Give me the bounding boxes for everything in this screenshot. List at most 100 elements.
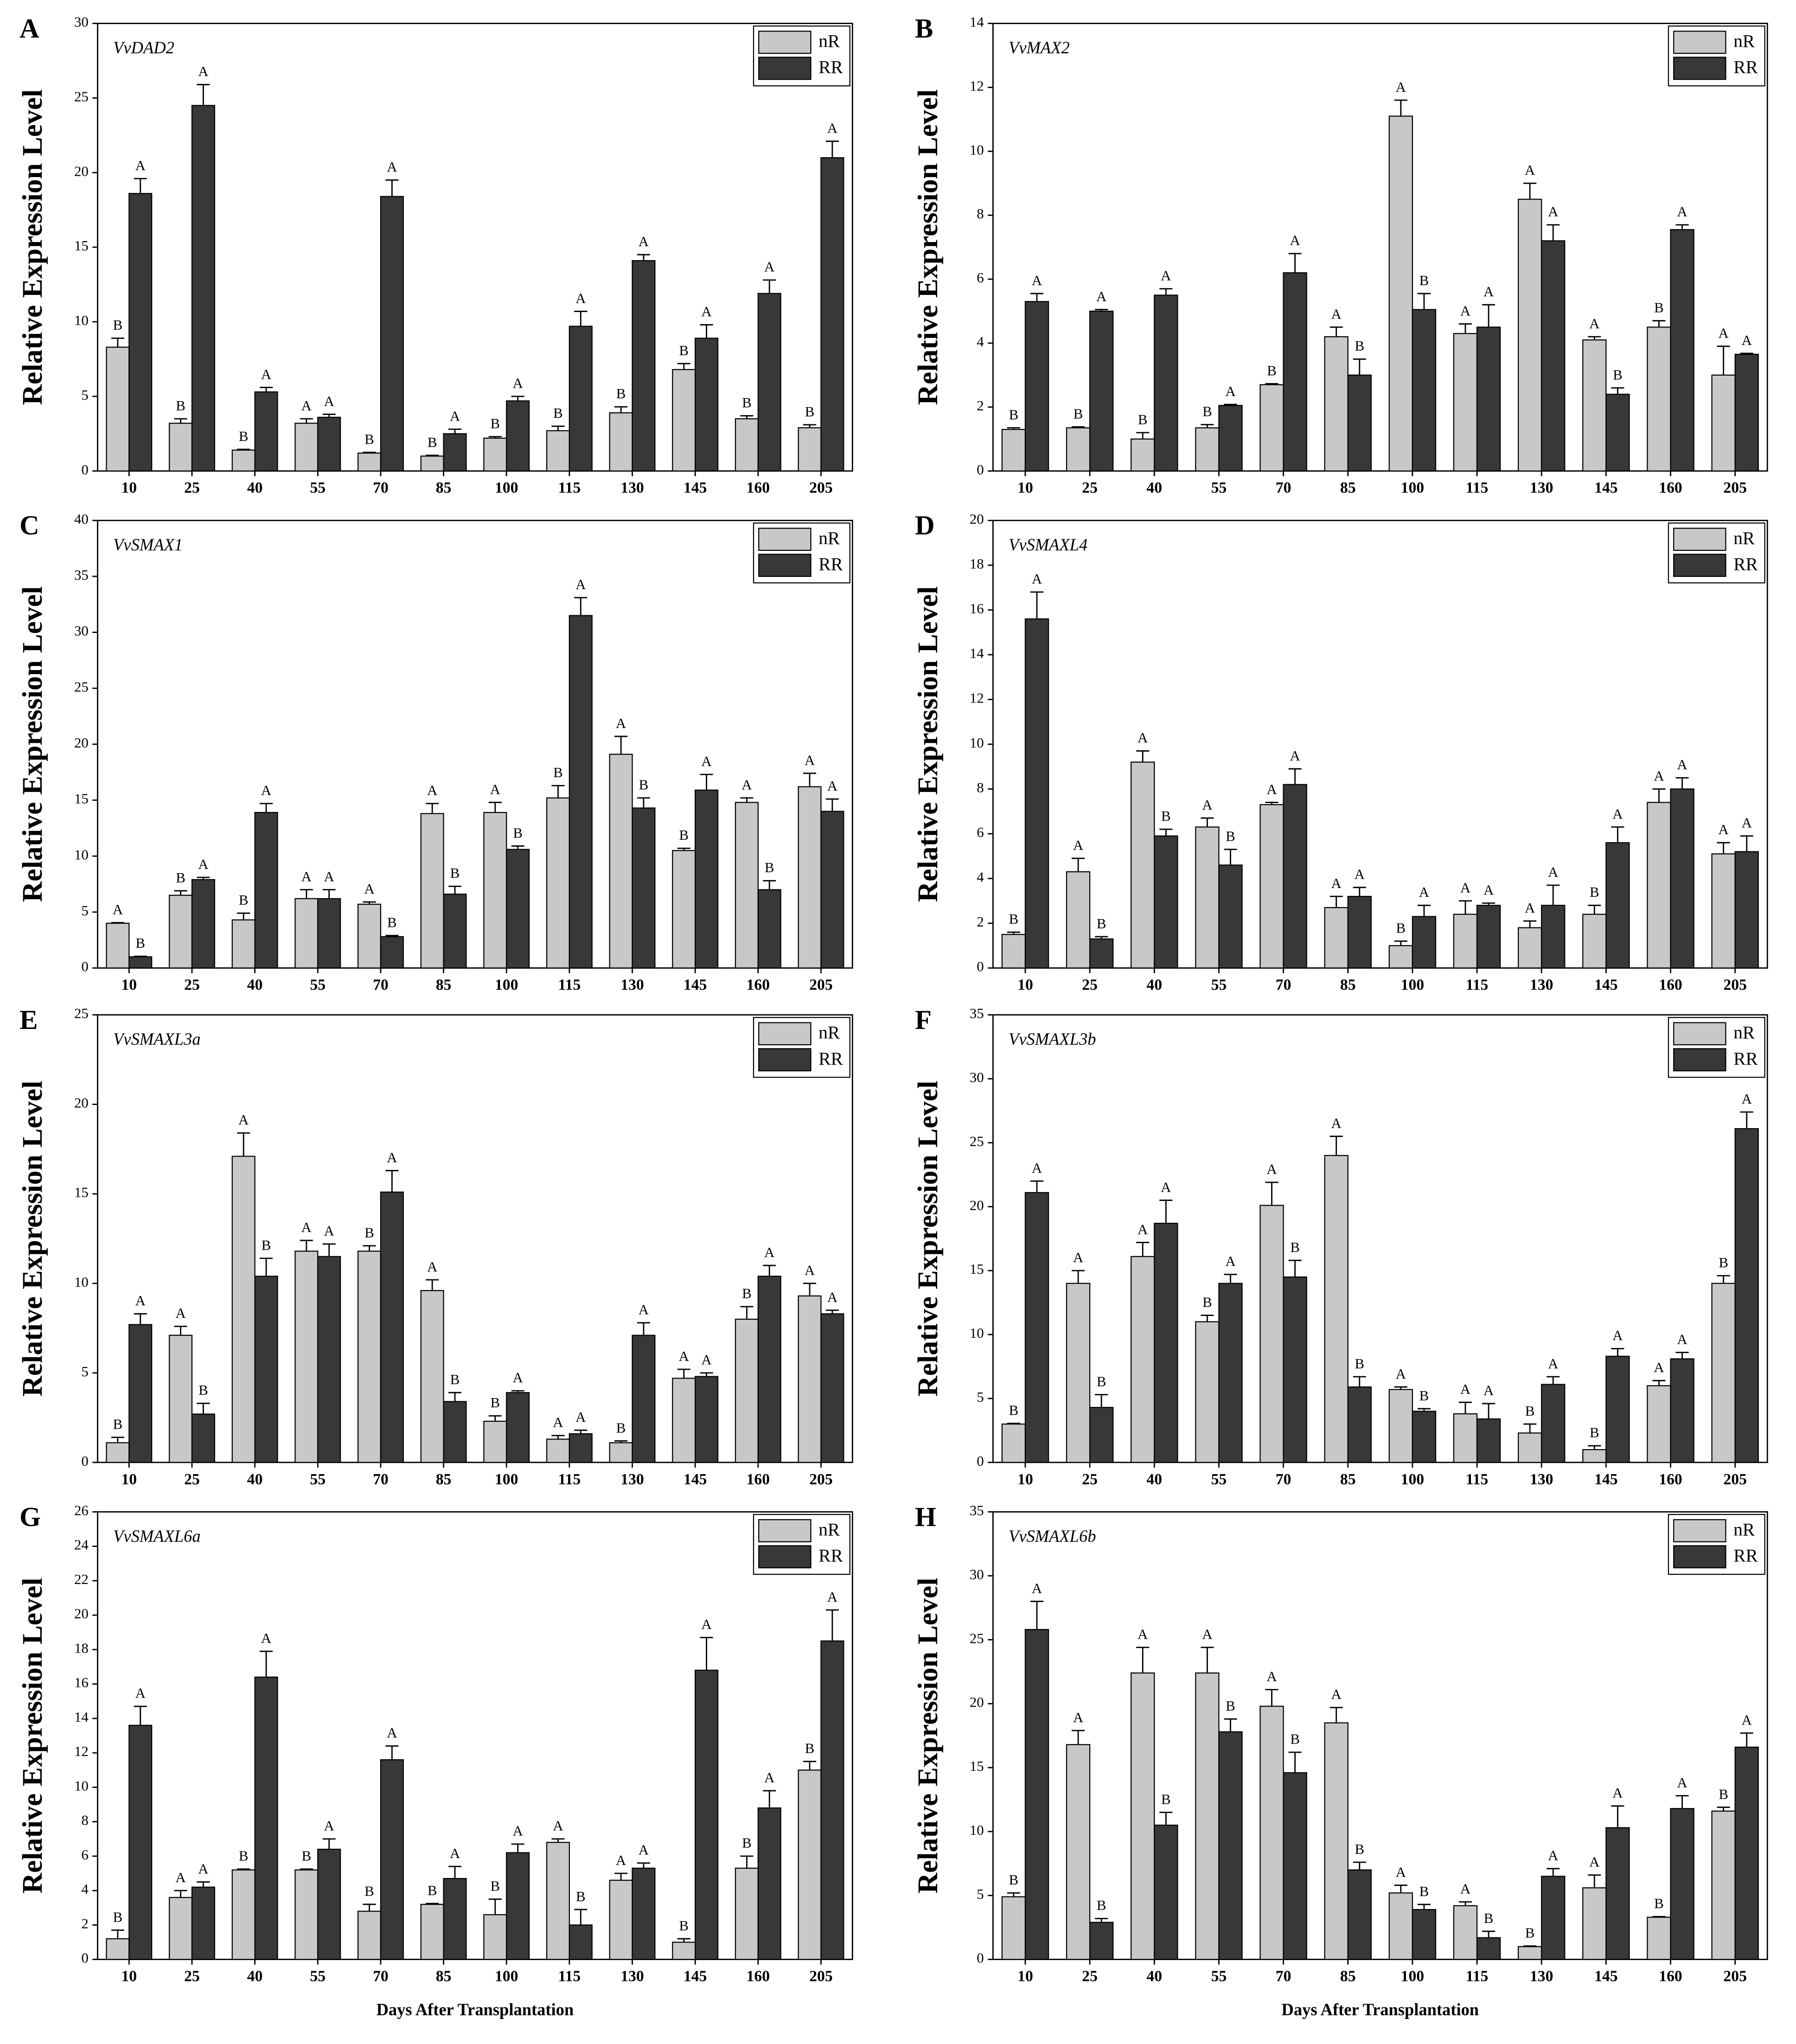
error-bar: [614, 735, 628, 754]
bar: [672, 850, 696, 969]
bar: [632, 1335, 656, 1463]
error-bar: [551, 1435, 565, 1439]
error-bar: [1159, 828, 1173, 836]
x-tick-label: 85: [1340, 479, 1356, 497]
plot-frame: [992, 1511, 1768, 1961]
error-bar: [134, 178, 147, 194]
error-bar: [1611, 1805, 1624, 1828]
x-tick-label: 40: [1146, 1471, 1162, 1488]
error-bar: [1224, 1718, 1237, 1732]
bar: [1347, 374, 1372, 472]
error-bar: [614, 1872, 628, 1880]
error-bar: [363, 452, 376, 454]
bar: [483, 1914, 507, 1960]
bar: [1024, 618, 1049, 969]
significance-letter: A: [1396, 1366, 1406, 1382]
error-bar: [488, 1415, 502, 1421]
x-tick-label: 40: [1146, 977, 1162, 994]
error-bar: [803, 424, 817, 428]
legend-label: RR: [1733, 555, 1758, 575]
error-bar: [1329, 326, 1343, 337]
significance-letter: A: [639, 1302, 649, 1317]
bar: [169, 422, 193, 472]
bar: [1089, 938, 1114, 969]
error-bar: [1030, 1180, 1044, 1193]
significance-letter: A: [1718, 326, 1729, 341]
x-tick-label: 10: [1017, 479, 1033, 497]
y-tick-label: 12: [74, 1744, 89, 1759]
x-tick-label: 70: [1276, 977, 1291, 994]
significance-letter: A: [701, 304, 712, 319]
legend-swatch: [758, 31, 812, 54]
error-bar: [511, 1843, 524, 1853]
bar: [1647, 1916, 1671, 1960]
bar: [317, 1848, 341, 1960]
error-bar: [1717, 1275, 1730, 1284]
significance-letter: A: [490, 781, 501, 797]
error-bar: [1740, 352, 1753, 355]
significance-letter: A: [701, 1616, 712, 1632]
significance-letter: B: [1226, 829, 1235, 844]
significance-letter: B: [428, 1883, 437, 1898]
legend-label: RR: [818, 1049, 843, 1069]
error-bar: [637, 797, 650, 808]
legend-label: nR: [818, 1023, 840, 1043]
error-bar: [1482, 1930, 1496, 1938]
significance-letter: B: [198, 1382, 208, 1398]
bar: [483, 812, 507, 969]
error-bar: [677, 1368, 690, 1379]
bar: [695, 338, 719, 472]
bar: [1711, 374, 1736, 472]
bar: [569, 1433, 593, 1463]
significance-letter: A: [301, 1220, 312, 1235]
bar: [294, 1869, 319, 1960]
bar: [1711, 1283, 1736, 1463]
significance-letter: B: [553, 765, 563, 780]
error-bar: [363, 1245, 376, 1252]
y-axis-label: Relative Expression Level: [912, 1081, 944, 1397]
significance-letter: B: [1161, 1791, 1171, 1807]
panel-label: A: [19, 13, 39, 44]
significance-letter: A: [1266, 781, 1277, 797]
significance-letter: A: [238, 1112, 249, 1128]
legend-label: RR: [818, 555, 843, 575]
error-bar: [677, 1938, 690, 1942]
bar: [672, 369, 696, 472]
significance-letter: A: [113, 902, 123, 918]
significance-letter: B: [1654, 1896, 1664, 1911]
y-tick-label: 14: [970, 645, 984, 661]
y-tick-label: 5: [81, 1364, 88, 1380]
y-axis-label: Relative Expression Level: [912, 89, 944, 405]
bar: [1218, 1731, 1243, 1960]
x-tick-label: 145: [684, 977, 707, 994]
y-tick-label: 10: [970, 1822, 984, 1838]
bar: [169, 1897, 193, 1960]
significance-letter: A: [324, 869, 335, 884]
y-tick-label: 22: [74, 1571, 89, 1587]
bar: [191, 1886, 215, 1960]
error-bar: [511, 396, 524, 401]
significance-letter: A: [1742, 815, 1752, 831]
error-bar: [551, 425, 565, 431]
y-tick-label: 5: [81, 387, 88, 403]
significance-letter: B: [1654, 300, 1664, 316]
y-tick-label: 10: [970, 1325, 984, 1341]
significance-letter: A: [616, 715, 626, 731]
error-bar: [803, 1761, 817, 1770]
error-bar: [134, 955, 147, 957]
y-axis-label: Relative Expression Level: [17, 1081, 48, 1397]
significance-letter: A: [1483, 1383, 1494, 1399]
significance-letter: A: [1396, 79, 1406, 95]
significance-letter: A: [805, 1263, 815, 1278]
bar: [546, 430, 570, 472]
bar: [106, 922, 130, 969]
bar: [1259, 804, 1284, 969]
error-bar: [740, 1306, 754, 1319]
error-bar: [174, 1325, 187, 1335]
error-bar: [1030, 1601, 1044, 1630]
bar: [1218, 1283, 1243, 1463]
error-bar: [1458, 1901, 1472, 1906]
significance-letter: A: [387, 159, 397, 175]
significance-letter: A: [1612, 1785, 1623, 1801]
